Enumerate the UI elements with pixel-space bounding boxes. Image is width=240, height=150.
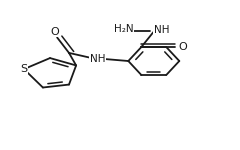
Text: S: S: [20, 64, 28, 74]
Text: NH: NH: [90, 54, 105, 64]
Text: O: O: [50, 27, 59, 37]
Text: H₂N: H₂N: [114, 24, 133, 34]
Text: O: O: [179, 42, 187, 52]
Text: NH: NH: [154, 25, 169, 35]
